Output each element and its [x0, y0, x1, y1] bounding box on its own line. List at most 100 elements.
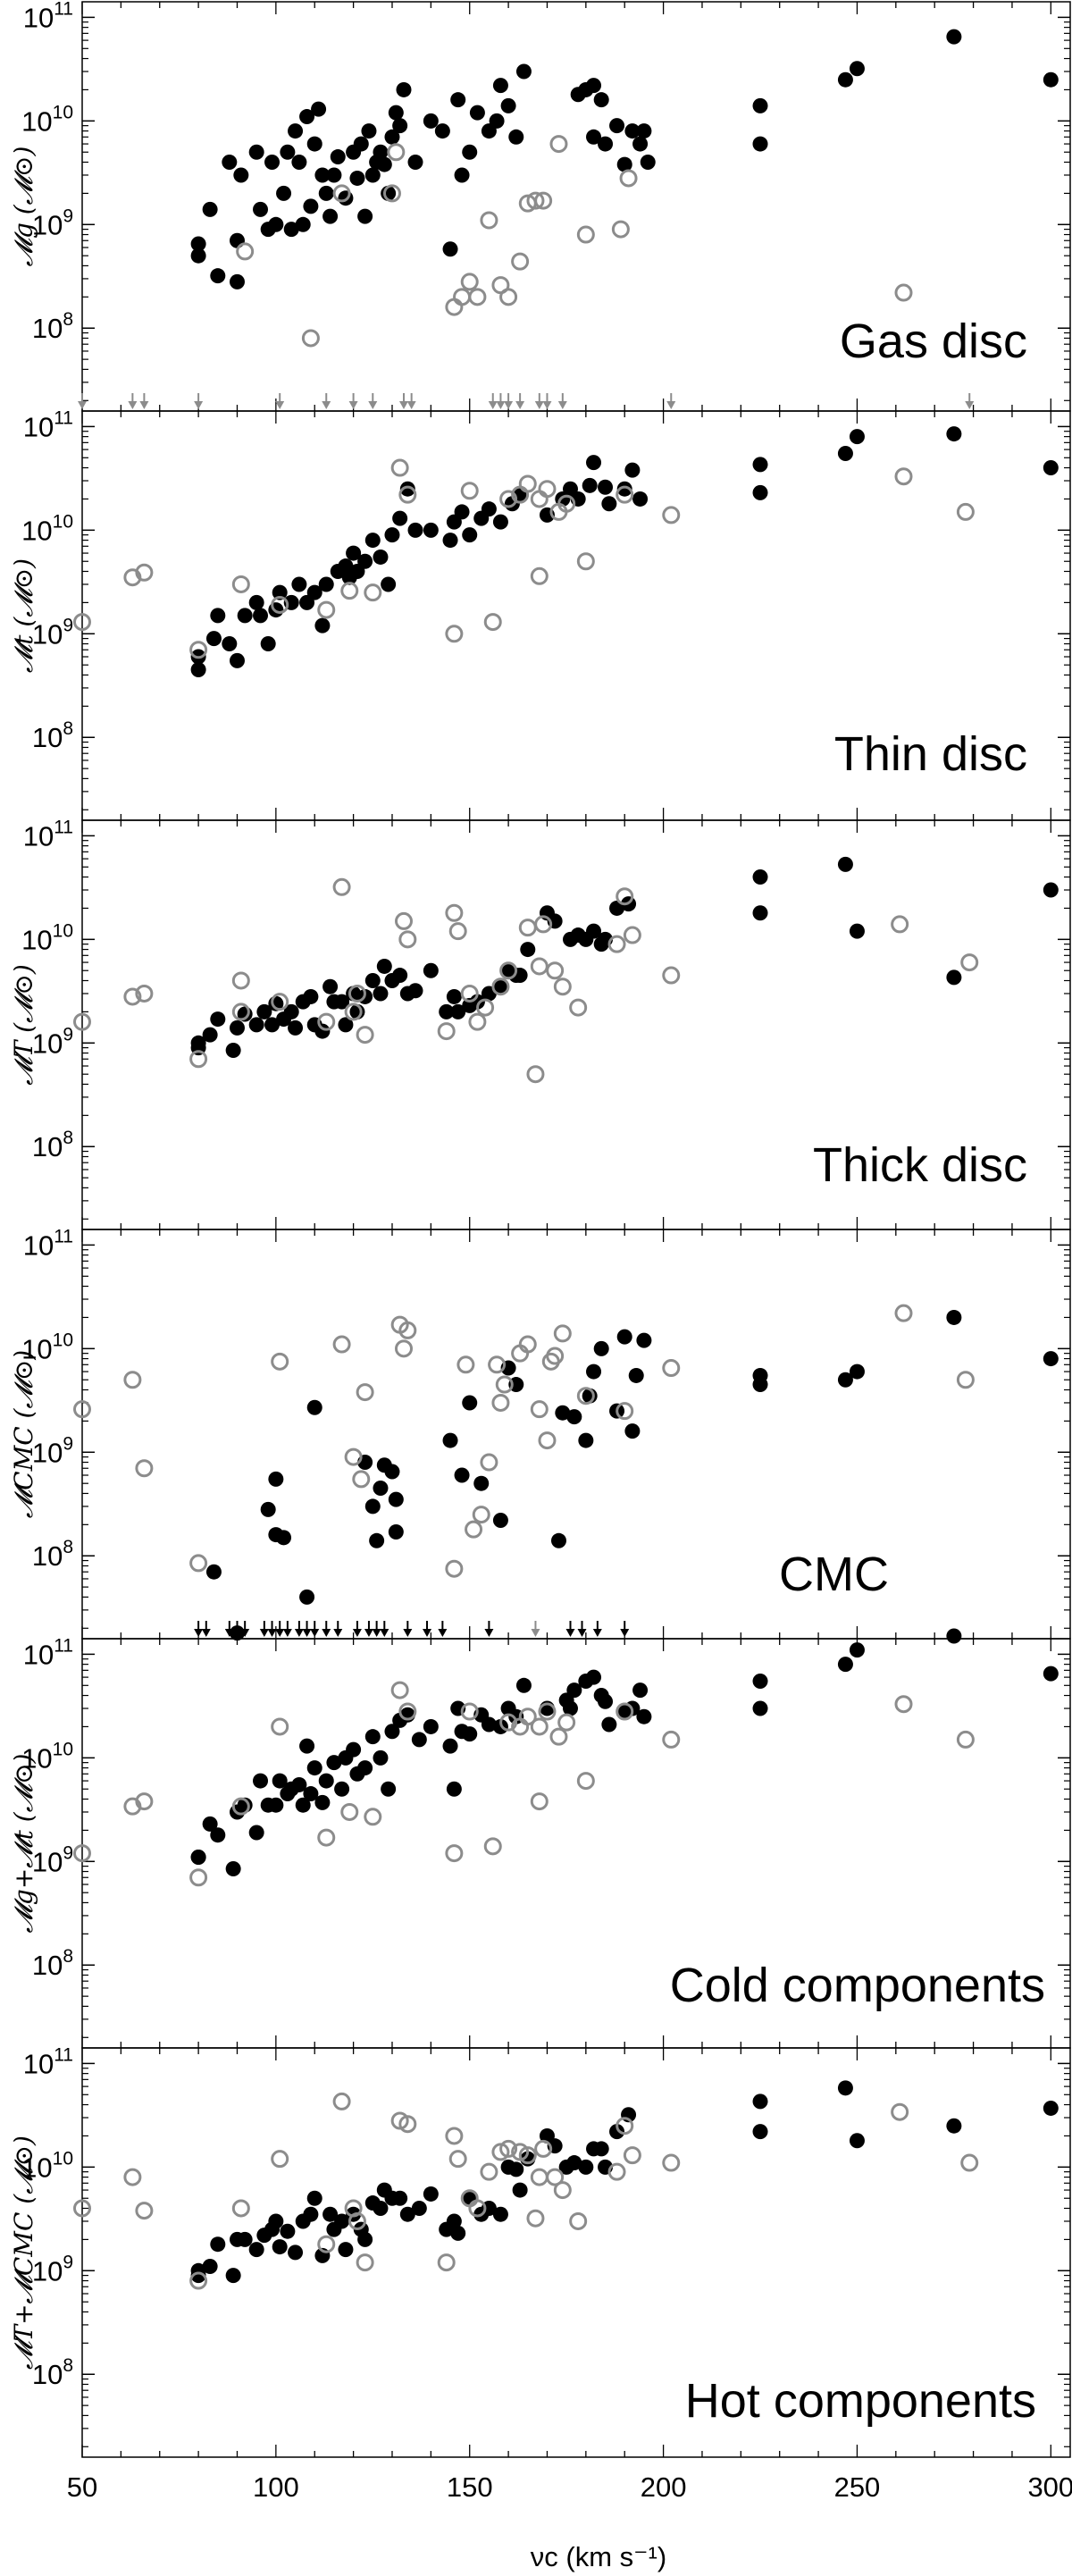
- data-point-filled: [407, 522, 423, 538]
- upper-limit-arrow-head: [488, 401, 498, 409]
- data-point-open: [271, 993, 289, 1011]
- data-point-open: [557, 1713, 576, 1732]
- data-point-open: [499, 490, 518, 508]
- data-point-open: [231, 1797, 250, 1816]
- data-point-filled: [190, 662, 206, 678]
- data-point-filled: [752, 2094, 768, 2110]
- upper-limit-arrow-head: [515, 401, 525, 409]
- data-point-filled: [291, 1776, 307, 1792]
- data-point-open: [344, 1447, 363, 1466]
- data-point-open: [271, 2150, 289, 2169]
- upper-limit-arrow: [484, 1621, 494, 1637]
- upper-limit-arrow: [333, 1621, 343, 1637]
- data-point-filled: [601, 1716, 617, 1733]
- data-point-filled: [357, 1760, 373, 1776]
- upper-limit-arrow: [380, 1621, 389, 1637]
- upper-limit-arrow-head: [534, 401, 544, 409]
- data-point-filled: [392, 968, 408, 984]
- data-point-open: [538, 1702, 557, 1721]
- upper-limit-arrow-head: [965, 401, 975, 409]
- upper-limit-arrow: [322, 1621, 331, 1637]
- upper-limit-arrow: [496, 393, 506, 409]
- data-point-filled: [450, 1003, 466, 1019]
- data-point-filled: [314, 617, 331, 634]
- upper-limit-arrow-head: [139, 401, 149, 409]
- upper-limit-arrow-head: [194, 1629, 204, 1637]
- data-point-filled: [330, 149, 346, 165]
- data-point-filled: [616, 156, 632, 172]
- panel-frame: [81, 1229, 1071, 1640]
- data-point-filled: [369, 1532, 385, 1548]
- y-tick-label: 1011: [23, 407, 73, 442]
- data-point-open: [546, 961, 565, 980]
- data-point-filled: [248, 144, 264, 160]
- data-point-filled: [295, 216, 311, 232]
- data-point-open: [364, 583, 382, 602]
- data-point-filled: [256, 1003, 272, 1019]
- x-tick-label: 300: [1027, 2471, 1072, 2503]
- data-point-filled: [562, 1700, 578, 1716]
- data-point-filled: [229, 232, 245, 248]
- data-point-filled: [586, 455, 602, 471]
- data-point-filled: [481, 1716, 497, 1733]
- data-point-filled: [248, 1825, 264, 1841]
- data-point-filled: [253, 201, 269, 217]
- data-point-filled: [190, 2268, 206, 2284]
- data-point-open: [394, 1339, 413, 1358]
- data-point-filled: [632, 136, 649, 152]
- upper-limit-arrow-head: [542, 401, 552, 409]
- data-point-open: [526, 1065, 545, 1084]
- data-point-filled: [229, 1019, 245, 1036]
- data-point-filled: [326, 167, 342, 183]
- data-point-filled: [225, 2268, 241, 2284]
- data-point-open: [437, 2253, 456, 2272]
- data-point-filled: [338, 2242, 354, 2258]
- upper-limit-arrow: [965, 393, 975, 409]
- data-point-open: [189, 641, 208, 659]
- data-point-filled: [454, 504, 470, 520]
- data-point-open: [460, 1702, 479, 1721]
- data-point-open: [662, 2153, 681, 2172]
- data-point-filled: [578, 1432, 594, 1448]
- data-point-filled: [609, 118, 625, 134]
- upper-limit-arrow-head: [201, 1629, 211, 1637]
- data-point-filled: [1043, 882, 1059, 898]
- upper-limit-arrow: [504, 393, 514, 409]
- data-point-filled: [946, 1309, 962, 1325]
- data-point-open: [387, 143, 406, 162]
- data-point-open: [390, 1681, 409, 1699]
- data-point-open: [189, 1868, 208, 1887]
- data-point-filled: [946, 969, 962, 986]
- data-point-open: [553, 2181, 572, 2200]
- y-axis-label: 𝓜t (𝓜⊙): [9, 558, 38, 673]
- data-point-open: [189, 2271, 208, 2290]
- upper-limit-arrow-head: [423, 1629, 432, 1637]
- data-point-open: [317, 2235, 336, 2253]
- data-point-filled: [288, 123, 304, 139]
- data-point-filled: [407, 154, 423, 170]
- data-point-open: [73, 1400, 91, 1419]
- data-point-filled: [454, 167, 470, 183]
- data-point-open: [332, 1335, 351, 1354]
- data-point-filled: [373, 986, 389, 1002]
- data-point-open: [538, 480, 557, 499]
- data-point-filled: [373, 144, 389, 160]
- data-point-filled: [628, 1367, 644, 1383]
- upper-limit-arrow: [577, 1621, 587, 1637]
- data-point-filled: [353, 136, 369, 152]
- y-tick-label: 108: [32, 1537, 73, 1572]
- data-point-filled: [364, 972, 381, 988]
- data-point-filled: [849, 61, 865, 77]
- data-point-filled: [407, 983, 423, 999]
- data-point-open: [534, 2139, 553, 2158]
- data-point-open: [348, 2211, 366, 2230]
- data-point-filled: [586, 923, 602, 939]
- data-point-open: [530, 2168, 549, 2186]
- data-point-open: [488, 1355, 507, 1374]
- data-point-filled: [373, 1749, 389, 1766]
- data-point-open: [553, 978, 572, 996]
- upper-limit-arrow: [322, 393, 331, 409]
